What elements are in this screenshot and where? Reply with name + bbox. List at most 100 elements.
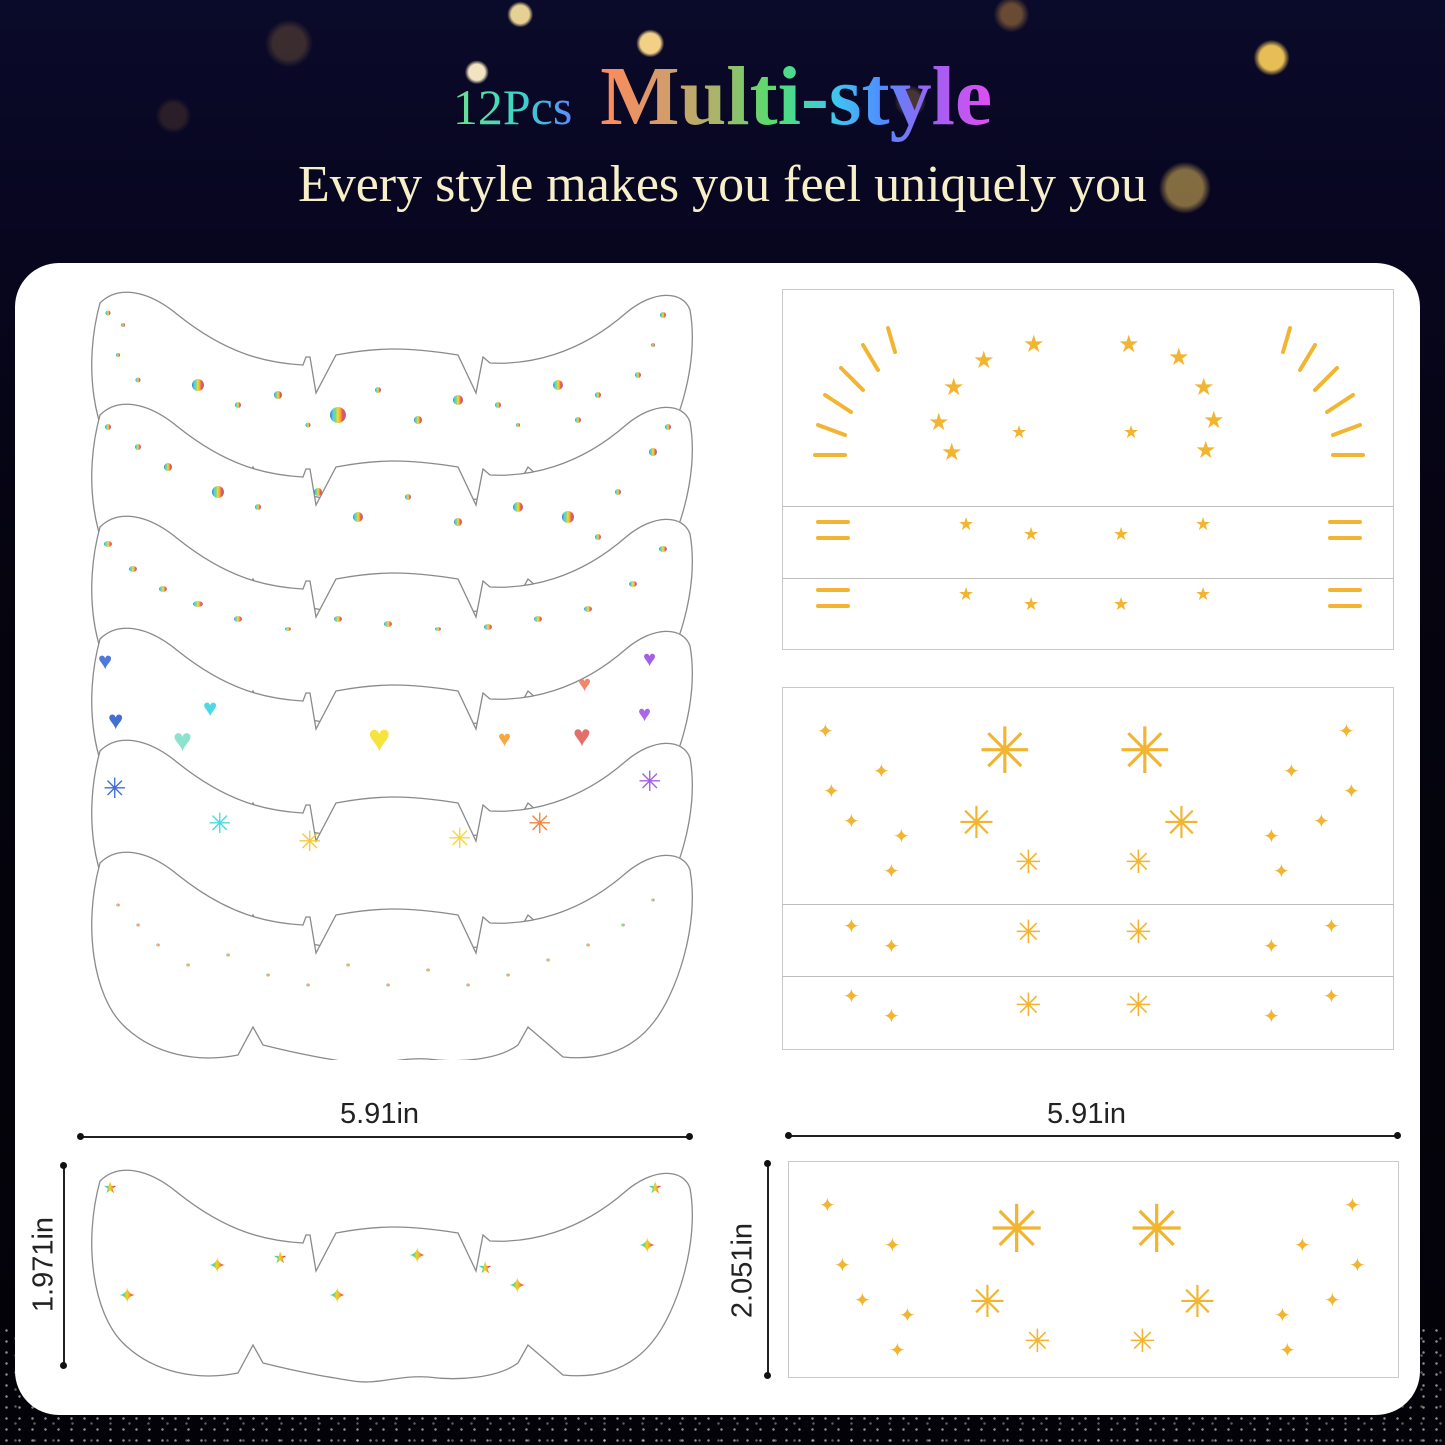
svg-text:★: ★ bbox=[973, 348, 995, 374]
svg-text:★: ★ bbox=[958, 584, 974, 604]
svg-text:✦: ✦ bbox=[1263, 936, 1280, 958]
svg-text:♥: ♥ bbox=[638, 701, 651, 726]
svg-text:★: ★ bbox=[1195, 584, 1211, 604]
right-width-label: 5.91in bbox=[1047, 1098, 1127, 1130]
svg-text:✳: ✳ bbox=[969, 1278, 1006, 1327]
dimension-endpoint bbox=[60, 1362, 67, 1369]
svg-text:✦: ✦ bbox=[823, 781, 840, 803]
gold-stars-illustration: ★★★ ★★★ ★★★ ★★ ★ ★ ★ ★ ★ ★ ★ ★ ★ bbox=[813, 326, 1365, 614]
svg-text:✦: ✦ bbox=[1283, 761, 1300, 783]
svg-text:✦: ✦ bbox=[819, 1195, 836, 1217]
svg-text:✳: ✳ bbox=[103, 774, 126, 805]
svg-text:✦: ✦ bbox=[1349, 1255, 1366, 1277]
gold-stars-sheet: ★ ★ ★ ★ ★ ★ ★ ★ ★ ★ ★ ★ ★ ★ ★ ★ ★ ★ ★ ★ bbox=[782, 289, 1394, 650]
svg-text:★: ★ bbox=[1023, 524, 1039, 544]
svg-text:♥: ♥ bbox=[573, 720, 591, 753]
svg-text:★: ★ bbox=[1203, 408, 1225, 434]
dimension-endpoint bbox=[60, 1162, 67, 1169]
left-height-line bbox=[63, 1165, 65, 1365]
svg-text:★: ★ bbox=[1123, 422, 1139, 442]
svg-text:✦: ✦ bbox=[1273, 861, 1290, 883]
left-width-line bbox=[80, 1136, 690, 1138]
svg-text:♥: ♥ bbox=[498, 726, 511, 751]
svg-text:✳: ✳ bbox=[298, 827, 321, 858]
svg-text:★: ★ bbox=[1113, 594, 1129, 614]
dimension-endpoint bbox=[764, 1160, 771, 1167]
svg-text:✳: ✳ bbox=[1125, 844, 1152, 880]
svg-text:✦: ✦ bbox=[854, 1290, 871, 1312]
svg-text:✦: ✦ bbox=[1313, 811, 1330, 833]
svg-text:♥: ♥ bbox=[643, 646, 656, 671]
header-banner: 12Pcs Multi-style Every style makes you f… bbox=[0, 0, 1445, 262]
right-height-label: 2.051in bbox=[726, 1222, 759, 1319]
svg-text:♥: ♥ bbox=[203, 696, 217, 722]
svg-text:✦: ✦ bbox=[899, 1305, 916, 1327]
svg-text:✳: ✳ bbox=[1129, 1323, 1156, 1359]
svg-text:✦: ✦ bbox=[1338, 721, 1355, 743]
right-width-line bbox=[788, 1135, 1398, 1137]
svg-text:✳: ✳ bbox=[528, 809, 551, 840]
svg-text:★: ★ bbox=[1023, 594, 1039, 614]
svg-text:★: ★ bbox=[928, 410, 950, 436]
svg-text:✦: ✦ bbox=[1324, 1290, 1341, 1312]
sticker-2 bbox=[91, 403, 693, 617]
reference-rainbow-sticker: ✦ ✦ ✦ ✦ ✦ ✦ ★ ★ ★ ★ bbox=[91, 1169, 693, 1383]
piece-count: 12Pcs bbox=[452, 79, 573, 135]
svg-text:★: ★ bbox=[1023, 332, 1045, 358]
svg-text:✦: ✦ bbox=[118, 1283, 136, 1308]
svg-text:♥: ♥ bbox=[578, 671, 591, 696]
svg-text:✦: ✦ bbox=[1263, 1006, 1280, 1028]
svg-text:✦: ✦ bbox=[883, 1006, 900, 1028]
svg-text:✦: ✦ bbox=[1279, 1340, 1296, 1362]
dimension-endpoint bbox=[785, 1132, 792, 1139]
left-width-label: 5.91in bbox=[340, 1098, 420, 1130]
svg-text:✦: ✦ bbox=[884, 1235, 901, 1257]
svg-text:★: ★ bbox=[1011, 422, 1027, 442]
svg-text:✦: ✦ bbox=[638, 1233, 656, 1258]
svg-text:✦: ✦ bbox=[328, 1283, 346, 1308]
reference-gold-illustration: ✳ ✳ ✳ ✳ ✳ ✳ ✦✦✦✦ ✦✦ ✦✦✦✦ ✦✦ bbox=[819, 1194, 1366, 1362]
svg-text:✳: ✳ bbox=[989, 1194, 1044, 1267]
svg-text:✳: ✳ bbox=[638, 767, 661, 798]
headline: 12Pcs Multi-style bbox=[0, 48, 1445, 145]
svg-text:✳: ✳ bbox=[1129, 1194, 1184, 1267]
sheet-divider bbox=[783, 578, 1393, 579]
dimension-endpoint bbox=[77, 1133, 84, 1140]
svg-text:✦: ✦ bbox=[1274, 1305, 1291, 1327]
svg-text:✦: ✦ bbox=[843, 811, 860, 833]
svg-text:✦: ✦ bbox=[408, 1243, 426, 1268]
sheet-divider bbox=[783, 506, 1393, 507]
svg-text:✦: ✦ bbox=[1263, 826, 1280, 848]
sticker-3 bbox=[91, 515, 693, 729]
sticker-5-starbursts: ✳ ✳ ✳ ✳ ✳ ✳ bbox=[91, 739, 693, 953]
svg-text:♥: ♥ bbox=[173, 722, 192, 758]
svg-text:✳: ✳ bbox=[1015, 844, 1042, 880]
svg-text:★: ★ bbox=[1118, 332, 1140, 358]
svg-text:★: ★ bbox=[1195, 438, 1217, 464]
svg-text:✳: ✳ bbox=[1125, 987, 1152, 1023]
svg-text:★: ★ bbox=[648, 1180, 662, 1197]
svg-text:★: ★ bbox=[943, 375, 965, 401]
svg-text:✦: ✦ bbox=[883, 936, 900, 958]
sticker-1 bbox=[91, 291, 693, 505]
right-height-line bbox=[767, 1163, 769, 1376]
page-title: Multi-style bbox=[600, 50, 993, 143]
dimension-endpoint bbox=[764, 1372, 771, 1379]
svg-text:✳: ✳ bbox=[1179, 1278, 1216, 1327]
svg-text:★: ★ bbox=[1195, 514, 1211, 534]
svg-text:✦: ✦ bbox=[1323, 916, 1340, 938]
svg-text:✳: ✳ bbox=[1024, 1323, 1051, 1359]
svg-text:✳: ✳ bbox=[1125, 914, 1152, 950]
svg-text:✦: ✦ bbox=[1294, 1235, 1311, 1257]
svg-text:★: ★ bbox=[273, 1250, 287, 1267]
svg-text:✳: ✳ bbox=[1015, 914, 1042, 950]
sticker-6-fine-dots bbox=[91, 851, 693, 1060]
gold-sparkles-illustration: ✳ ✳ ✳ ✳ ✳ ✳ ✳ ✳ ✳ ✳ ✦✦✦✦ ✦✦✦✦ ✦✦ ✦✦✦✦ ✦✦✦✦ ✦✦ bbox=[817, 716, 1360, 1028]
svg-text:✦: ✦ bbox=[1344, 1195, 1361, 1217]
svg-text:✳: ✳ bbox=[978, 716, 1032, 787]
sheet-divider bbox=[783, 976, 1393, 977]
svg-text:★: ★ bbox=[958, 514, 974, 534]
rainbow-sticker-stack: ♥ ♥ ♥ ♥ ♥ ♥ ♥ ♥ ♥ ♥ ✳ ✳ ✳ ✳ ✳ ✳ bbox=[78, 285, 698, 1060]
svg-text:♥: ♥ bbox=[368, 718, 391, 760]
svg-text:✳: ✳ bbox=[448, 824, 471, 855]
